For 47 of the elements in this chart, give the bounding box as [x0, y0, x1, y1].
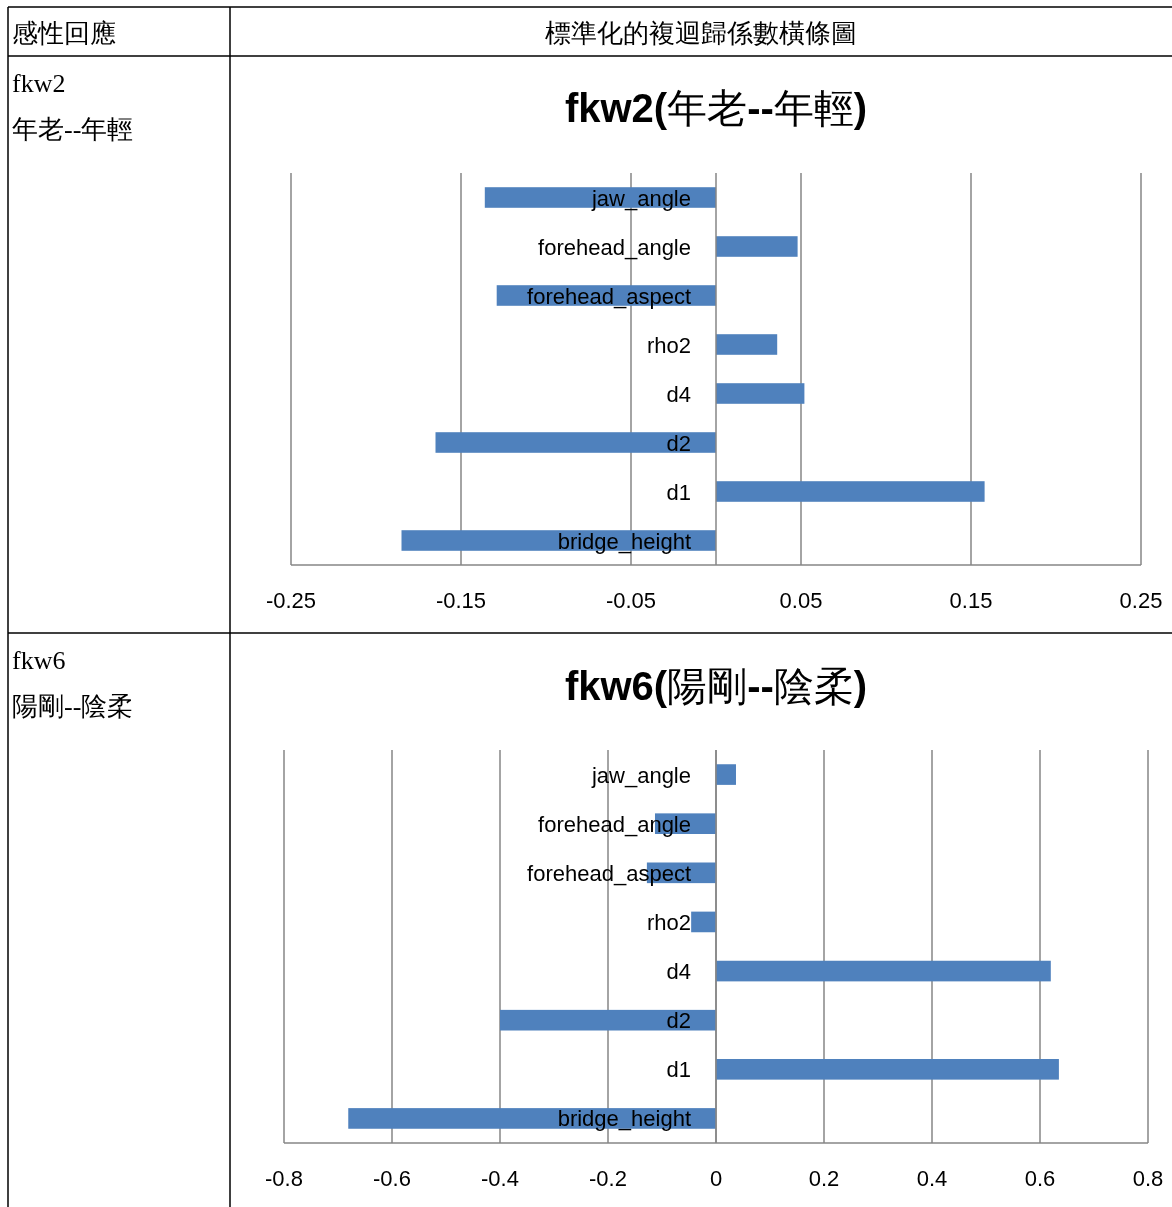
x-tick-label: 0.05 [779, 588, 823, 613]
x-tick-label: -0.4 [481, 1166, 519, 1191]
text: 感性回應 [12, 19, 116, 48]
x-tick-label: 0.2 [808, 1166, 840, 1191]
x-tick-label: -0.6 [373, 1166, 411, 1191]
x-tick-label: -0.8 [265, 1166, 303, 1191]
y-tick-label: d1 [666, 1057, 691, 1083]
y-tick-label: d1 [666, 479, 691, 505]
y-tick-label: rho2 [646, 332, 691, 358]
text: fkw6 [12, 646, 66, 675]
y-tick-label: forehead_aspect [527, 283, 691, 309]
y-tick-label: bridge_height [557, 528, 691, 554]
bar [716, 236, 798, 257]
text: fkw2 [12, 69, 66, 98]
bar [435, 432, 716, 453]
y-tick-label: forehead_angle [538, 234, 691, 260]
bar [716, 960, 1051, 982]
y-tick-label: jaw_angle [590, 185, 691, 211]
text: 年老--年輕 [12, 115, 134, 144]
y-tick-label: d4 [666, 959, 691, 985]
bar [500, 1009, 716, 1031]
x-tick-label: 0.25 [1119, 588, 1163, 613]
chart-title: fkw2(年老--年輕) [564, 86, 868, 130]
x-tick-label: 0.4 [916, 1166, 948, 1191]
text: 標準化的複迴歸係數橫條圖 [545, 19, 857, 48]
bar [716, 334, 778, 355]
y-tick-label: jaw_angle [590, 762, 691, 788]
x-tick-label: 0.8 [1132, 1166, 1164, 1191]
chart-title: fkw6(陽剛--陰柔) [564, 664, 868, 708]
y-tick-label: d2 [666, 430, 691, 456]
bar [691, 911, 716, 933]
x-tick-label: -0.25 [265, 588, 317, 613]
bar [716, 1059, 1059, 1080]
x-tick-label: 0.6 [1024, 1166, 1056, 1191]
x-tick-label: -0.2 [589, 1166, 627, 1191]
bar [716, 383, 805, 404]
y-tick-label: rho2 [646, 909, 691, 935]
text: 陽剛--陰柔 [12, 692, 134, 721]
y-tick-label: bridge_height [557, 1106, 691, 1132]
x-tick-label: -0.05 [605, 588, 657, 613]
y-tick-label: d2 [666, 1008, 691, 1034]
bar [716, 481, 985, 502]
x-tick-label: 0 [709, 1166, 723, 1191]
x-tick-label: 0.15 [949, 588, 993, 613]
bar [716, 764, 736, 785]
x-tick-label: -0.15 [435, 588, 487, 613]
y-tick-label: d4 [666, 381, 691, 407]
